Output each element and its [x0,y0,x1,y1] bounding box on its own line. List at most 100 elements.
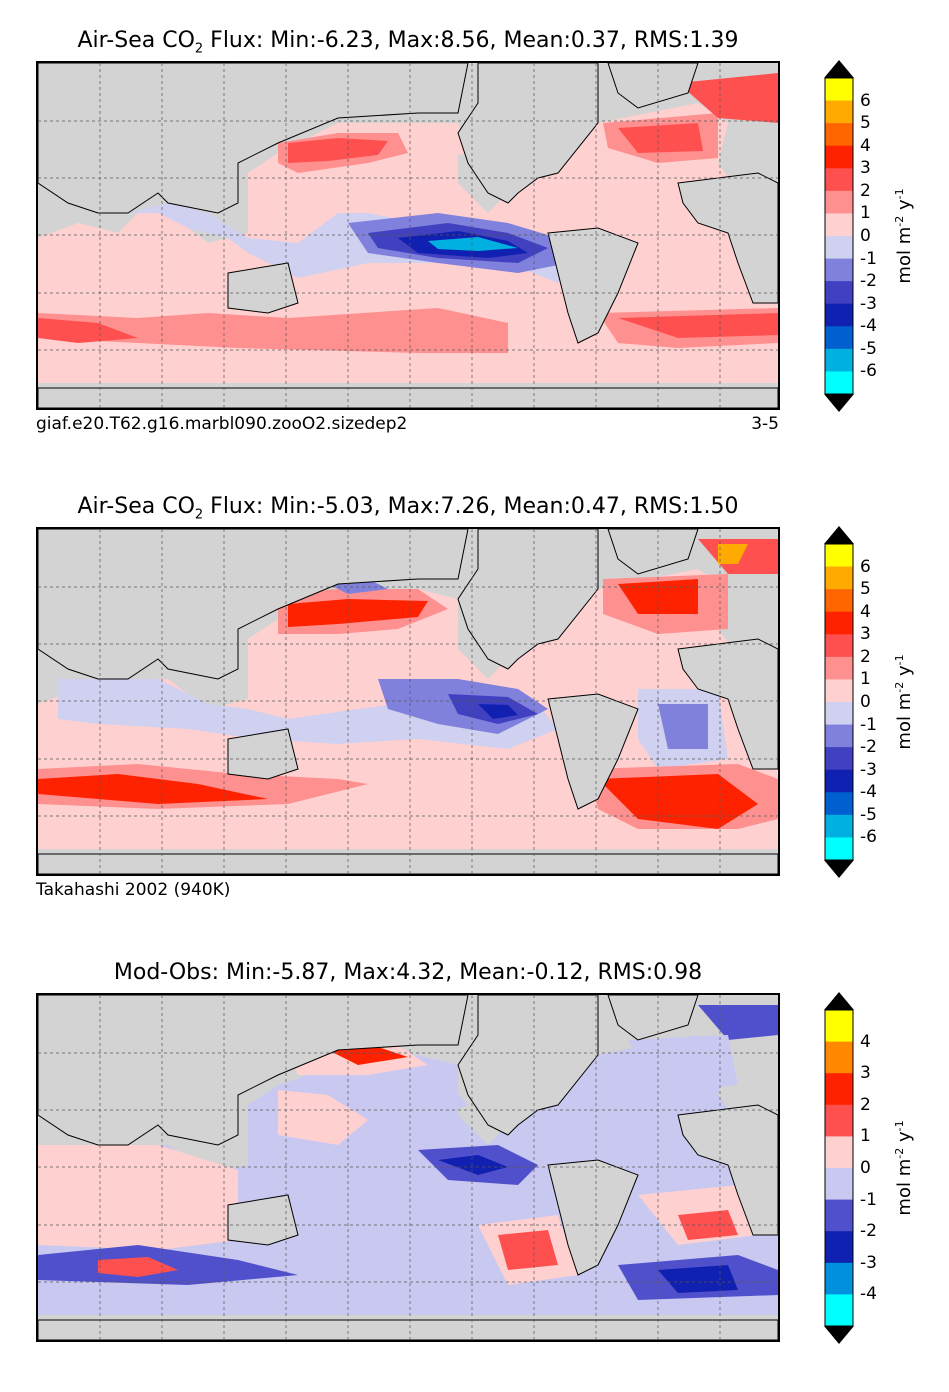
colorbar-bin [825,145,853,169]
colorbar-bin [825,656,853,680]
colorbar-tick-label: 6 [860,556,871,577]
colorbar-bin [825,1262,853,1295]
colorbar-tick-label: 1 [860,1126,871,1147]
colorbar-tick-label: -4 [860,1284,877,1305]
colorbar-tick-label: 3 [860,158,871,179]
colorbar-tick-label: 2 [860,1094,871,1115]
map-plot-observed [36,527,780,876]
colorbar-tick-label: 2 [860,646,871,667]
colorbar-tick-label: 5 [860,113,871,134]
colorbar-bin [825,1073,853,1106]
colorbar-tick-label: -1 [860,248,877,269]
panel-title: Mod-Obs: Min:-5.87, Max:4.32, Mean:-0.12… [113,960,703,985]
colorbar-bin [825,544,853,568]
colorbar-bin [825,1041,853,1074]
colorbar-tick-label: -6 [860,361,877,382]
caption-left: giaf.e20.T62.g16.marbl090.zooO2.sizedep2 [36,414,408,434]
colorbar-bin [825,281,853,305]
colorbar-bin [825,1168,853,1201]
colorbar-tick-label: -3 [860,293,877,314]
colorbar-bin [825,190,853,214]
colorbar-extend-bottom [824,394,854,412]
colorbar-bin [825,679,853,703]
colorbar-extend-bottom [824,860,854,878]
colorbar-bin [825,1010,853,1043]
colorbar-ticks: 6 5 4 3 2 1 0 -1 -2 -3 -4 -5 -6 [860,60,900,412]
panel-observed: Air-Sea CO2 Flux: Min:-5.03, Max:7.26, M… [0,466,949,926]
colorbar-bin [825,724,853,748]
colorbar-bin [825,814,853,838]
colorbar-tick-label: -2 [860,271,877,292]
colorbar-bin [825,1294,853,1327]
panel-title: Air-Sea CO2 Flux: Min:-5.03, Max:7.26, M… [77,494,739,523]
colorbar-tick-label: -3 [860,1252,877,1273]
colorbar-tick-label: 3 [860,624,871,645]
panel-model: Air-Sea CO2 Flux: Min:-6.23, Max:8.56, M… [0,0,949,460]
colorbar-bin [825,100,853,124]
colorbar [824,526,854,878]
colorbar-bin [825,1136,853,1169]
colorbar-tick-label: 6 [860,90,871,111]
colorbar-frame [824,1009,854,1327]
colorbar-tick-label: -2 [860,1221,877,1242]
colorbar-tick-label: 4 [860,135,871,156]
colorbar-bin [825,303,853,327]
colorbar-bin [825,78,853,102]
colorbar-tick-label: 3 [860,1063,871,1084]
colorbar-ticks: 6 5 4 3 2 1 0 -1 -2 -3 -4 -5 -6 [860,526,900,878]
colorbar-bin [825,348,853,372]
colorbar [824,60,854,412]
colorbar-tick-label: -4 [860,782,877,803]
colorbar-tick-label: -5 [860,804,877,825]
colorbar-bin [825,634,853,658]
colorbar-bin [825,213,853,237]
colorbar-bin [825,837,853,861]
map-plot-model [36,61,780,410]
caption-left: Takahashi 2002 (940K) [36,880,231,900]
colorbar-bin [825,371,853,395]
colorbar-frame [824,77,854,395]
colorbar-tick-label: -1 [860,714,877,735]
map-plot-difference [36,993,780,1342]
colorbar-bin [825,792,853,816]
colorbar-tick-label: -1 [860,1189,877,1210]
colorbar-bin [825,566,853,590]
colorbar-tick-label: -5 [860,338,877,359]
colorbar-bin [825,1199,853,1232]
colorbar-label: mol m-2 y-1 [893,1120,915,1216]
colorbar-bin [825,1104,853,1137]
colorbar-tick-label: 5 [860,579,871,600]
colorbar-tick-label: 1 [860,669,871,690]
colorbar-extend-top [824,526,854,544]
colorbar-bin [825,747,853,771]
panel-difference: Mod-Obs: Min:-5.87, Max:4.32, Mean:-0.12… [0,932,949,1392]
colorbar-bin [825,258,853,282]
colorbar-tick-label: 4 [860,601,871,622]
colorbar-tick-label: -4 [860,316,877,337]
colorbar-tick-label: 0 [860,1158,871,1178]
colorbar-tick-label: 2 [860,180,871,201]
colorbar-bin [825,769,853,793]
colorbar-bin [825,168,853,192]
colorbar-bin [825,236,853,260]
colorbar [824,992,854,1344]
colorbar-bin [825,326,853,350]
colorbar-bin [825,702,853,726]
colorbar-tick-label: 0 [860,226,871,246]
colorbar-bin [825,611,853,635]
colorbar-ticks: 4 3 2 1 0 -1 -2 -3 -4 [860,992,900,1344]
colorbar-label: mol m-2 y-1 [893,654,915,750]
caption-right: 3-5 [751,414,779,434]
colorbar-tick-label: -6 [860,827,877,848]
colorbar-extend-top [824,992,854,1010]
colorbar-tick-label: -2 [860,737,877,758]
colorbar-label: mol m-2 y-1 [893,188,915,284]
colorbar-tick-label: -3 [860,759,877,780]
colorbar-tick-label: 1 [860,203,871,224]
colorbar-bin [825,589,853,613]
colorbar-tick-label: 0 [860,692,871,712]
colorbar-frame [824,543,854,861]
colorbar-extend-bottom [824,1326,854,1344]
colorbar-extend-top [824,60,854,78]
panel-title: Air-Sea CO2 Flux: Min:-6.23, Max:8.56, M… [77,28,739,57]
